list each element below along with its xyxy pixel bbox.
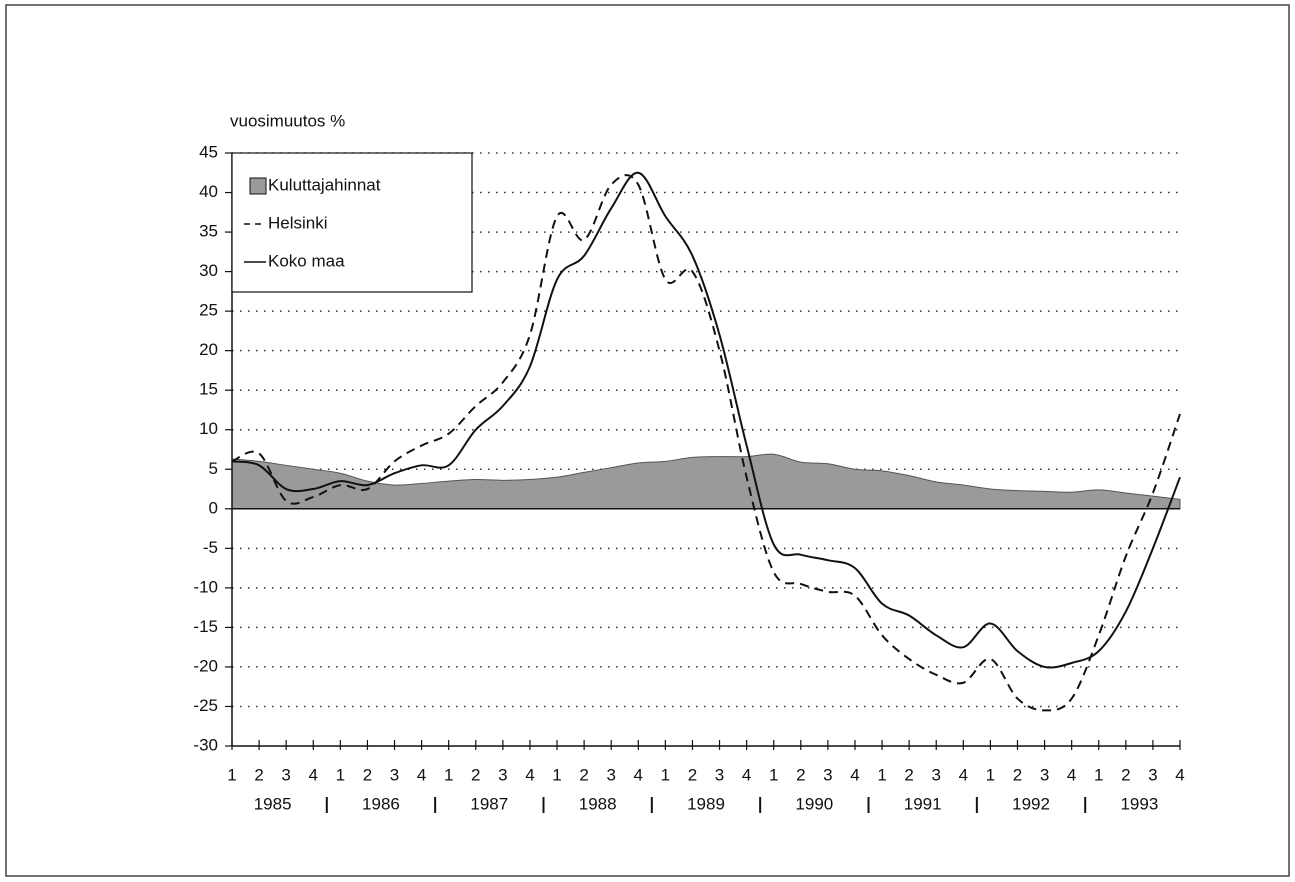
year-label: 1989 [687, 794, 725, 813]
year-label: 1990 [795, 794, 833, 813]
x-tick-label: 4 [850, 765, 859, 784]
x-tick-label: 3 [1148, 765, 1157, 784]
y-tick-label: -15 [193, 617, 218, 636]
x-tick-label: 4 [1175, 765, 1184, 784]
area [231, 453, 1181, 510]
x-tick-label: 2 [1013, 765, 1022, 784]
x-tick-label: 4 [959, 765, 968, 784]
y-tick-label: 45 [199, 142, 218, 161]
year-label: 1991 [904, 794, 942, 813]
legend-box [231, 152, 473, 293]
line [231, 171, 1181, 669]
y-tick-label: 20 [199, 340, 218, 359]
x-tick-label: 1 [552, 765, 561, 784]
x-tick-label: 1 [986, 765, 995, 784]
y-tick-label: 40 [199, 182, 218, 201]
frame [5, 4, 1290, 877]
x-tick-label: 2 [1121, 765, 1130, 784]
y-tick-label: 0 [209, 498, 218, 517]
x-tick-label: 4 [634, 765, 643, 784]
x-tick-label: 4 [525, 765, 534, 784]
x-tick-label: 2 [471, 765, 480, 784]
year-label: 1992 [1012, 794, 1050, 813]
x-tick-label: 3 [823, 765, 832, 784]
x-tick-label: 1 [336, 765, 345, 784]
y-tick-label: 15 [199, 380, 218, 399]
legend-label: Kuluttajahinnat [268, 175, 381, 194]
x-tick-label: 1 [227, 765, 236, 784]
x-tick-label: 2 [363, 765, 372, 784]
x-tick-label: 2 [579, 765, 588, 784]
y-tick-label: 30 [199, 261, 218, 280]
y-tick-label: -30 [193, 735, 218, 754]
x-tick-label: 3 [606, 765, 615, 784]
legend-swatch [249, 177, 267, 195]
x-tick-label: 3 [390, 765, 399, 784]
x-tick-label: 4 [417, 765, 426, 784]
x-tick-label: 1 [444, 765, 453, 784]
x-tick-label: 2 [254, 765, 263, 784]
y-axis-label: vuosimuutos % [230, 111, 345, 130]
year-label: 1987 [470, 794, 508, 813]
y-tick-label: 35 [199, 222, 218, 241]
year-label: 1988 [579, 794, 617, 813]
y-tick-label: -25 [193, 696, 218, 715]
x-tick-label: 3 [1040, 765, 1049, 784]
x-tick-label: 1 [1094, 765, 1103, 784]
x-tick-label: 2 [796, 765, 805, 784]
x-tick-label: 1 [877, 765, 886, 784]
y-tick-label: -20 [193, 656, 218, 675]
x-tick-label: 4 [309, 765, 318, 784]
x-tick-label: 3 [931, 765, 940, 784]
x-tick-label: 3 [498, 765, 507, 784]
x-tick-label: 4 [742, 765, 751, 784]
x-tick-label: 3 [281, 765, 290, 784]
x-tick-label: 3 [715, 765, 724, 784]
y-tick-label: -5 [203, 538, 218, 557]
x-tick-label: 1 [661, 765, 670, 784]
year-label: 1993 [1120, 794, 1158, 813]
x-tick-label: 2 [904, 765, 913, 784]
line [231, 174, 1181, 712]
y-tick-label: 5 [209, 459, 218, 478]
y-tick-label: 25 [199, 301, 218, 320]
legend-label: Helsinki [268, 213, 328, 232]
year-label: 1985 [254, 794, 292, 813]
legend-label: Koko maa [268, 251, 345, 270]
x-tick-label: 2 [688, 765, 697, 784]
y-tick-label: -10 [193, 577, 218, 596]
y-tick-label: 10 [199, 419, 218, 438]
x-tick-label: 4 [1067, 765, 1076, 784]
year-label: 1986 [362, 794, 400, 813]
x-tick-label: 1 [769, 765, 778, 784]
